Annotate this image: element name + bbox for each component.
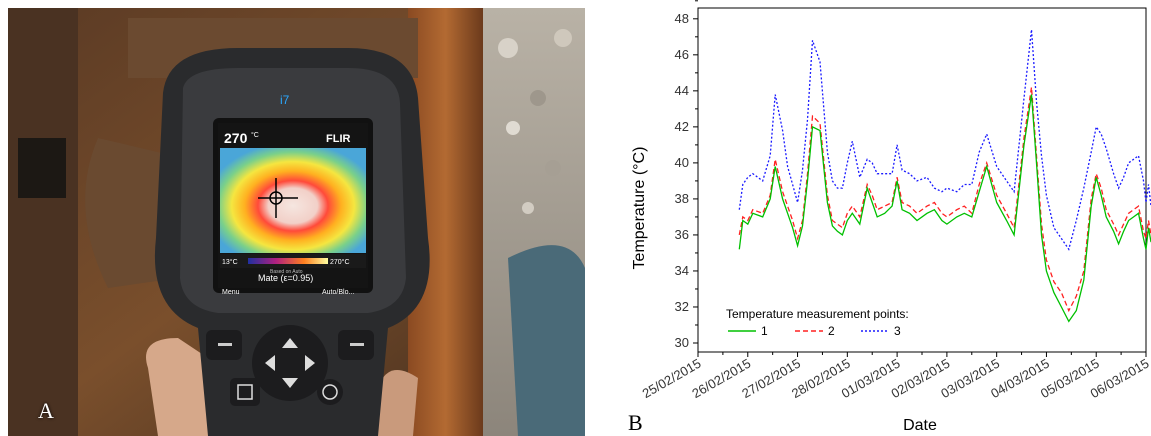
panel-letter-a: A: [38, 398, 54, 423]
y-tick-label: 40: [675, 155, 689, 170]
y-tick-label: 46: [675, 47, 689, 62]
legend-label-1: 1: [761, 324, 768, 338]
series-line-2: [738, 87, 1151, 313]
camera-mode-line: Mate (ε=0.95): [258, 273, 313, 283]
y-tick-label: 32: [675, 299, 689, 314]
y-axis-label: Temperature (°C): [631, 147, 648, 270]
panel-letter-b: B: [628, 410, 643, 435]
camera-model-label: i7: [280, 93, 290, 107]
camera-top-temperature: 270: [224, 130, 248, 146]
camera-softkey-right: Auto/Blo...: [322, 289, 354, 296]
thermal-camera-photo: i7 270 °C FLIR 13°C 270°C Based on Auto …: [8, 8, 585, 436]
camera-temperature-unit: °C: [251, 131, 259, 139]
y-tick-label: 34: [675, 263, 689, 278]
camera-brand-logo: FLIR: [326, 133, 350, 145]
series-line-3: [738, 29, 1151, 251]
camera-scale-max: 270°C: [330, 258, 350, 266]
camera-scale-min: 13°C: [222, 258, 238, 266]
camera-softkey-left: Menu: [222, 289, 240, 296]
series-layer: [738, 29, 1151, 323]
y-tick-label: 48: [675, 11, 689, 26]
y-tick-label: 36: [675, 227, 689, 242]
legend: Temperature measurement points: 1 2 3: [726, 307, 909, 338]
axes-layer: 3032343638404244464825/02/201526/02/2015…: [640, 0, 1151, 401]
legend-title: Temperature measurement points:: [726, 307, 909, 321]
y-tick-label: 30: [675, 335, 689, 350]
y-tick-label: 44: [675, 83, 689, 98]
y-tick-label: 42: [675, 119, 689, 134]
photo-illustration: i7 270 °C FLIR 13°C 270°C Based on Auto …: [8, 8, 585, 436]
temperature-line-chart: 3032343638404244464825/02/201526/02/2015…: [631, 0, 1151, 434]
legend-label-3: 3: [894, 324, 901, 338]
series-line-1: [738, 94, 1151, 323]
camera-small-line: Based on Auto: [270, 269, 303, 275]
x-axis-label: Date: [903, 417, 937, 434]
y-tick-label: 38: [675, 191, 689, 206]
legend-label-2: 2: [828, 324, 835, 338]
